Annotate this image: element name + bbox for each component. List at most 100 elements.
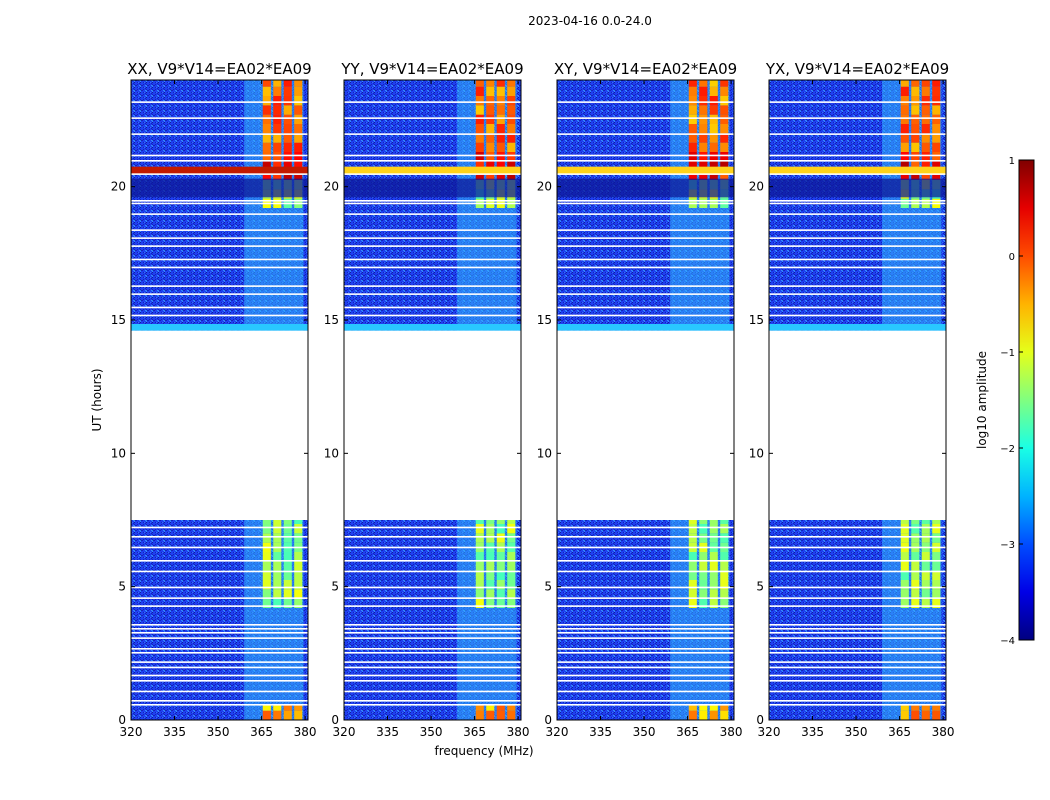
band-cell bbox=[720, 570, 729, 580]
band-cell bbox=[900, 114, 909, 124]
band-cell bbox=[900, 589, 909, 599]
band-cell bbox=[699, 105, 708, 115]
data-gap bbox=[131, 330, 308, 520]
flag-line bbox=[344, 597, 521, 599]
y-tick-label: 15 bbox=[537, 313, 552, 327]
band-cell bbox=[283, 124, 292, 134]
band-cell bbox=[475, 96, 484, 106]
band-cell bbox=[688, 598, 697, 608]
flag-line bbox=[769, 285, 946, 287]
band-cell bbox=[273, 598, 282, 608]
band-cell bbox=[507, 598, 516, 608]
flag-line bbox=[557, 266, 734, 269]
band-cell bbox=[273, 86, 282, 96]
band-cell bbox=[294, 533, 303, 543]
flag-line bbox=[557, 605, 734, 607]
band-cell bbox=[709, 580, 718, 590]
band-cell bbox=[273, 570, 282, 580]
flag-line bbox=[131, 200, 308, 202]
flag-line bbox=[769, 160, 946, 162]
flag-line bbox=[344, 306, 521, 309]
band-cell bbox=[900, 561, 909, 571]
x-tick-label: 320 bbox=[120, 725, 143, 739]
band-cell bbox=[475, 598, 484, 608]
band-cell bbox=[932, 142, 941, 152]
band-cell bbox=[262, 86, 271, 96]
band-cell bbox=[911, 114, 920, 124]
band-cell bbox=[699, 710, 708, 720]
band-cell bbox=[932, 96, 941, 106]
band-cell bbox=[496, 96, 505, 106]
band-cell bbox=[709, 114, 718, 124]
band-cell bbox=[921, 124, 930, 134]
flag-line bbox=[769, 200, 946, 202]
band-cell bbox=[911, 161, 920, 171]
band-cell bbox=[709, 705, 718, 711]
band-cell bbox=[709, 80, 718, 87]
band-cell bbox=[262, 598, 271, 608]
band-cell bbox=[709, 161, 718, 171]
band-cell bbox=[486, 570, 495, 580]
flag-line bbox=[769, 526, 946, 529]
band-cell bbox=[688, 552, 697, 562]
band-cell bbox=[273, 524, 282, 534]
band-cell bbox=[720, 533, 729, 543]
band-cell bbox=[507, 133, 516, 143]
band-cell bbox=[699, 142, 708, 152]
band-cell bbox=[900, 80, 909, 87]
flag-line bbox=[131, 628, 308, 630]
band-cell bbox=[709, 589, 718, 599]
flag-line bbox=[344, 570, 521, 573]
band-cell bbox=[709, 570, 718, 580]
band-cell bbox=[900, 520, 909, 524]
flag-line bbox=[557, 285, 734, 287]
band-cell bbox=[486, 96, 495, 106]
x-tick-label: 350 bbox=[207, 725, 230, 739]
band-cell bbox=[283, 96, 292, 106]
x-tick-label: 335 bbox=[801, 725, 824, 739]
colorbar-tick-label: 0 bbox=[1009, 252, 1015, 263]
band-cell bbox=[507, 524, 516, 534]
flag-line bbox=[557, 306, 734, 309]
flag-line bbox=[131, 160, 308, 162]
band-cell bbox=[699, 80, 708, 87]
band-cell bbox=[720, 133, 729, 143]
band-cell bbox=[283, 105, 292, 115]
x-tick-label: 380 bbox=[294, 725, 317, 739]
dark-strip bbox=[131, 178, 308, 198]
band-cell bbox=[507, 520, 516, 524]
band-cell bbox=[720, 705, 729, 711]
flag-line bbox=[344, 648, 521, 650]
band-cell bbox=[507, 580, 516, 590]
flag-line bbox=[131, 597, 308, 599]
y-tick-label: 10 bbox=[537, 446, 552, 460]
flag-line bbox=[557, 652, 734, 654]
band-cell bbox=[911, 142, 920, 152]
band-cell bbox=[911, 598, 920, 608]
x-tick-label: 320 bbox=[333, 725, 356, 739]
band-cell bbox=[507, 161, 516, 171]
flag-line bbox=[344, 266, 521, 269]
band-cell bbox=[294, 520, 303, 524]
y-tick-label: 20 bbox=[111, 180, 126, 194]
band-cell bbox=[921, 96, 930, 106]
band-cell bbox=[932, 561, 941, 571]
band-cell bbox=[709, 561, 718, 571]
band-cell bbox=[262, 105, 271, 115]
hot-line bbox=[344, 166, 521, 175]
flag-line bbox=[344, 560, 521, 562]
band-cell bbox=[932, 598, 941, 608]
flag-line bbox=[769, 117, 946, 119]
flag-line bbox=[769, 597, 946, 599]
band-cell bbox=[283, 589, 292, 599]
flag-line bbox=[344, 245, 521, 247]
flag-line bbox=[344, 666, 521, 669]
band-cell bbox=[911, 80, 920, 87]
flag-line bbox=[557, 560, 734, 562]
band-cell bbox=[720, 520, 729, 524]
hot-line bbox=[769, 166, 946, 175]
band-cell bbox=[720, 170, 729, 180]
band-cell bbox=[283, 524, 292, 534]
flag-line bbox=[557, 690, 734, 693]
flag-line bbox=[557, 117, 734, 119]
